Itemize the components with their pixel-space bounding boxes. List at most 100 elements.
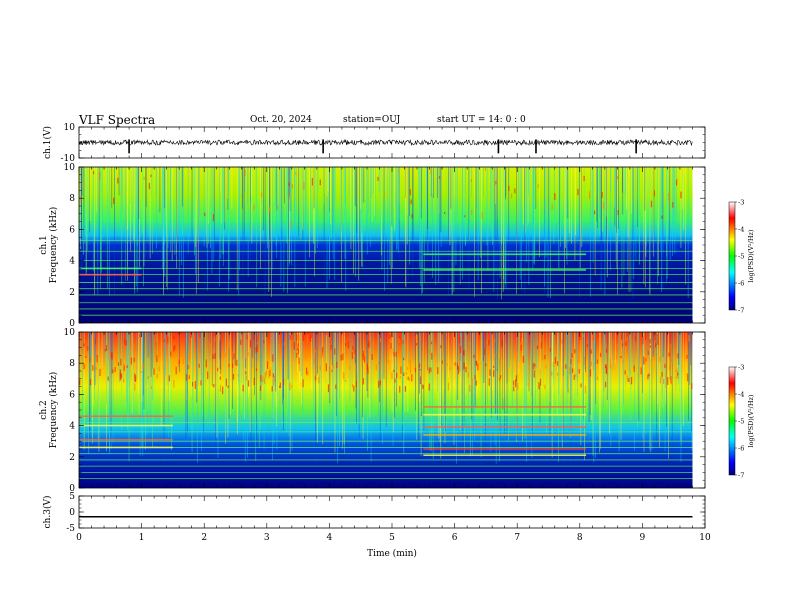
ch2-spectrogram-speckle: [297, 347, 299, 351]
ch2-spectrogram-speckle: [132, 343, 134, 347]
ch2-spectrogram-speckle: [194, 380, 196, 389]
ch2-spectrogram-speckle: [245, 371, 247, 375]
ch2-spectrogram-speckle: [139, 334, 141, 338]
ch2-spectrogram-speckle: [205, 359, 207, 368]
ch2-spectrogram-speckle: [553, 362, 555, 367]
ch2-spectrogram-speckle: [616, 355, 618, 360]
ch2-spectrogram-speckle: [123, 363, 125, 372]
ch2-spectrogram-speckle: [177, 361, 179, 368]
x-tick-label: 10: [699, 533, 711, 543]
ch2-spectrogram-speckle: [362, 378, 364, 385]
ch2-spectrogram-speckle: [486, 339, 488, 345]
ch2-spectrogram-speckle: [361, 355, 363, 363]
ch2-spectrogram-speckle: [302, 334, 304, 341]
ch2-spectrogram-speckle: [268, 370, 270, 378]
ch1-spectrogram-speckle: [204, 212, 206, 217]
ch2-spectrogram-speckle: [649, 338, 651, 344]
ch2-spectrogram-speckle: [495, 354, 497, 359]
ch2-spectrogram-speckle: [90, 378, 92, 386]
ch2-spectrogram-speckle: [95, 367, 97, 371]
ch2-spectrogram-speckle: [207, 371, 209, 380]
ch2-spectrogram-speckle: [419, 372, 421, 377]
ch2-spectrogram-speckle: [670, 343, 672, 350]
ch2-spectrogram-speckle: [123, 365, 125, 371]
ch2-spectrogram-speckle: [368, 340, 370, 348]
ch2-spectrogram-speckle: [212, 354, 214, 360]
ch2-spectrogram-speckle: [187, 364, 189, 370]
ch3-waveform-y-tick-label: -5: [66, 524, 75, 534]
ch1-spectrogram-speckle: [290, 221, 292, 227]
ch2-spectrogram-speckle: [188, 353, 191, 362]
ch2-spectrogram-speckle: [465, 366, 467, 373]
ch2-spectrogram-speckle: [110, 352, 113, 359]
ch2-spectrogram-speckle: [233, 353, 235, 360]
ch2-spectrogram-speckle: [263, 340, 265, 344]
ch2-spectrogram-speckle: [475, 380, 477, 386]
ch2-spectrogram-speckle: [368, 350, 370, 355]
ch2-spectrogram-speckle: [310, 332, 313, 339]
ch1-spectrogram-speckle: [577, 188, 579, 196]
ch2-spectrogram-speckle: [416, 342, 418, 346]
ch1-spectrogram-speckle: [583, 175, 585, 182]
ch2-spectrogram-speckle: [343, 372, 345, 380]
ch2-spectrogram-speckle: [299, 364, 301, 372]
ch2-spectrogram-speckle: [247, 380, 250, 387]
ch2-spectrogram-speckle: [609, 358, 611, 362]
ch1-spectrogram-speckle: [277, 205, 279, 210]
ch2-spectrogram-speckle: [571, 368, 574, 373]
ch2-spectrogram-speckle: [355, 380, 357, 388]
ch2-spectrogram-speckle: [322, 352, 324, 358]
x-tick-label: 0: [76, 533, 82, 543]
ch2-spectrogram-speckle: [644, 358, 646, 365]
ch2-spectrogram-speckle: [214, 336, 216, 343]
ch2-spectrogram-speckle: [278, 344, 280, 352]
ch1-spectrogram-speckle: [295, 172, 297, 175]
ch2-spectrogram-speckle: [561, 339, 563, 344]
ch1-spectrogram-y-tick-label: 10: [64, 163, 76, 173]
ch2-spectrogram-speckle: [262, 376, 264, 382]
ch2-spectrogram-speckle: [393, 369, 395, 373]
ch1-colorbar-tick-label: -7: [738, 307, 744, 315]
ch2-spectrogram-speckle: [571, 353, 573, 358]
ch1-spectrogram-speckle: [495, 180, 497, 185]
ch2-spectrogram-speckle: [493, 370, 495, 377]
ch1-spectrogram-speckle: [117, 177, 119, 184]
ch2-spectrogram-speckle: [621, 343, 624, 347]
ch1-spectrogram-y-tick-label: 8: [69, 194, 75, 204]
ch2-spectrogram-speckle: [599, 352, 602, 357]
ch1-spectrogram-speckle: [83, 184, 85, 187]
ch2-spectrogram-speckle: [414, 367, 417, 373]
ch2-spectrogram-speckle: [377, 361, 380, 365]
ch2-spectrogram-speckle: [647, 350, 649, 355]
ch2-spectrogram-speckle: [575, 373, 577, 377]
ch2-spectrogram-speckle: [516, 352, 519, 359]
ch2-spectrogram-speckle: [677, 353, 679, 359]
ch2-spectrogram-speckle: [89, 358, 91, 363]
ch2-spectrogram-speckle: [264, 378, 266, 384]
ch2-spectrogram-speckle: [642, 336, 644, 345]
ch2-spectrogram-speckle: [173, 379, 175, 388]
ch2-spectrogram-speckle: [605, 348, 608, 353]
ch2-spectrogram-speckle: [291, 339, 293, 345]
ch2-spectrogram-speckle: [130, 357, 132, 365]
ch1-waveform-y-axis-label: ch.1(V): [42, 126, 53, 159]
ch2-spectrogram-speckle: [430, 341, 433, 345]
ch2-spectrogram-speckle: [342, 353, 344, 360]
ch2-spectrogram-speckle: [407, 376, 409, 380]
ch2-spectrogram-speckle: [394, 378, 396, 383]
ch2-spectrogram-speckle: [319, 365, 321, 371]
ch2-spectrogram-speckle: [240, 339, 242, 345]
ch2-spectrogram-speckle: [249, 340, 252, 348]
ch2-spectrogram-speckle: [569, 366, 571, 375]
ch1-spectrogram-speckle: [484, 168, 486, 171]
ch2-spectrogram-y-tick-label: 10: [64, 328, 76, 338]
ch2-spectrogram-speckle: [335, 384, 337, 389]
ch1-spectrogram-y-tick-label: 6: [69, 225, 75, 235]
ch2-colorbar-tick-label: -7: [738, 472, 744, 480]
ch2-spectrogram-speckle: [237, 374, 239, 377]
ch2-spectrogram-speckle: [653, 332, 655, 336]
ch2-spectrogram-speckle: [351, 383, 354, 388]
ch2-spectrogram-speckle: [557, 372, 559, 376]
ch2-spectrogram-speckle: [313, 349, 315, 354]
station-label: station=OUJ: [343, 115, 401, 125]
